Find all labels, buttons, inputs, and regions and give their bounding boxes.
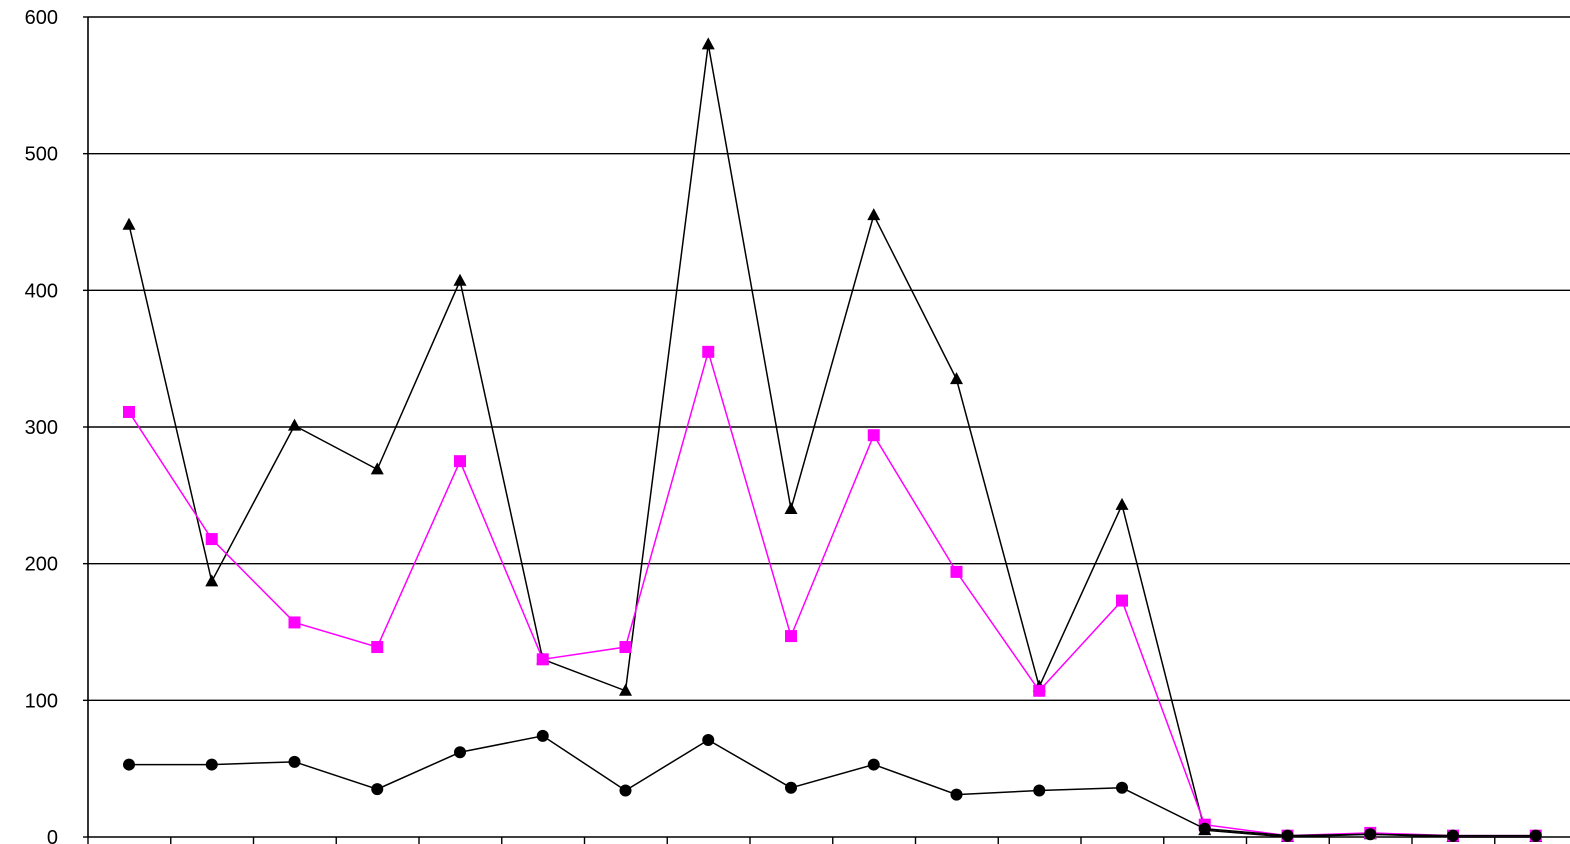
data-point-circle-13 bbox=[1198, 822, 1211, 835]
data-point-triangle-6 bbox=[619, 683, 632, 696]
data-point-square-7 bbox=[702, 345, 715, 358]
series-group bbox=[122, 37, 1543, 842]
data-point-circle-10 bbox=[950, 788, 963, 801]
y-axis-labels: 0 100 200 300 400 500 600 bbox=[25, 7, 58, 844]
series-line-triangle bbox=[128, 44, 1536, 838]
data-point-circle-12 bbox=[1116, 781, 1128, 794]
series-circle bbox=[123, 729, 1542, 842]
data-point-circle-7 bbox=[702, 733, 715, 746]
data-point-square-11 bbox=[1033, 684, 1046, 697]
axes bbox=[83, 16, 1570, 844]
data-point-circle-8 bbox=[785, 781, 797, 794]
data-point-square-3 bbox=[371, 641, 384, 654]
data-point-triangle-0 bbox=[122, 217, 136, 230]
data-point-circle-1 bbox=[205, 758, 218, 771]
data-point-circle-11 bbox=[1033, 784, 1046, 797]
data-point-circle-5 bbox=[536, 729, 549, 742]
data-point-circle-16 bbox=[1447, 829, 1459, 842]
data-point-circle-14 bbox=[1281, 829, 1294, 842]
series-line-square bbox=[128, 349, 1536, 837]
data-point-circle-0 bbox=[123, 758, 135, 771]
y-tick-label-500: 500 bbox=[25, 144, 58, 166]
data-point-triangle-10 bbox=[950, 372, 963, 385]
data-point-circle-6 bbox=[619, 784, 632, 797]
gridlines bbox=[88, 16, 1570, 702]
y-tick-label-600: 600 bbox=[25, 7, 58, 29]
data-point-square-5 bbox=[536, 653, 549, 666]
series-line-circle bbox=[129, 735, 1536, 837]
data-point-square-2 bbox=[288, 616, 301, 629]
data-point-square-9 bbox=[867, 429, 880, 442]
data-point-circle-17 bbox=[1529, 829, 1542, 842]
y-tick-label-100: 100 bbox=[25, 690, 58, 712]
data-point-circle-4 bbox=[454, 746, 466, 759]
data-point-square-1 bbox=[205, 533, 218, 546]
data-point-square-4 bbox=[454, 455, 466, 468]
data-point-triangle-2 bbox=[288, 418, 301, 431]
y-tick-label-200: 200 bbox=[25, 554, 58, 576]
data-point-square-0 bbox=[123, 405, 135, 418]
y-tick-label-300: 300 bbox=[25, 417, 58, 439]
data-point-triangle-1 bbox=[205, 574, 219, 587]
data-point-circle-15 bbox=[1364, 828, 1377, 841]
data-point-triangle-4 bbox=[453, 273, 467, 286]
series-square bbox=[123, 345, 1542, 842]
data-point-triangle-12 bbox=[1115, 497, 1129, 510]
data-point-circle-2 bbox=[288, 755, 301, 768]
data-point-square-8 bbox=[785, 630, 797, 643]
data-point-triangle-3 bbox=[370, 462, 384, 475]
data-point-circle-3 bbox=[371, 783, 384, 796]
data-point-triangle-9 bbox=[867, 208, 881, 221]
series-triangle bbox=[122, 37, 1543, 842]
y-tick-label-0: 0 bbox=[47, 827, 58, 844]
y-tick-label-400: 400 bbox=[25, 280, 58, 302]
data-point-triangle-7 bbox=[701, 37, 715, 50]
data-point-square-10 bbox=[950, 565, 963, 578]
data-point-square-6 bbox=[619, 641, 632, 654]
data-point-square-12 bbox=[1116, 594, 1128, 607]
data-point-circle-9 bbox=[867, 758, 880, 771]
data-point-triangle-8 bbox=[784, 502, 798, 514]
